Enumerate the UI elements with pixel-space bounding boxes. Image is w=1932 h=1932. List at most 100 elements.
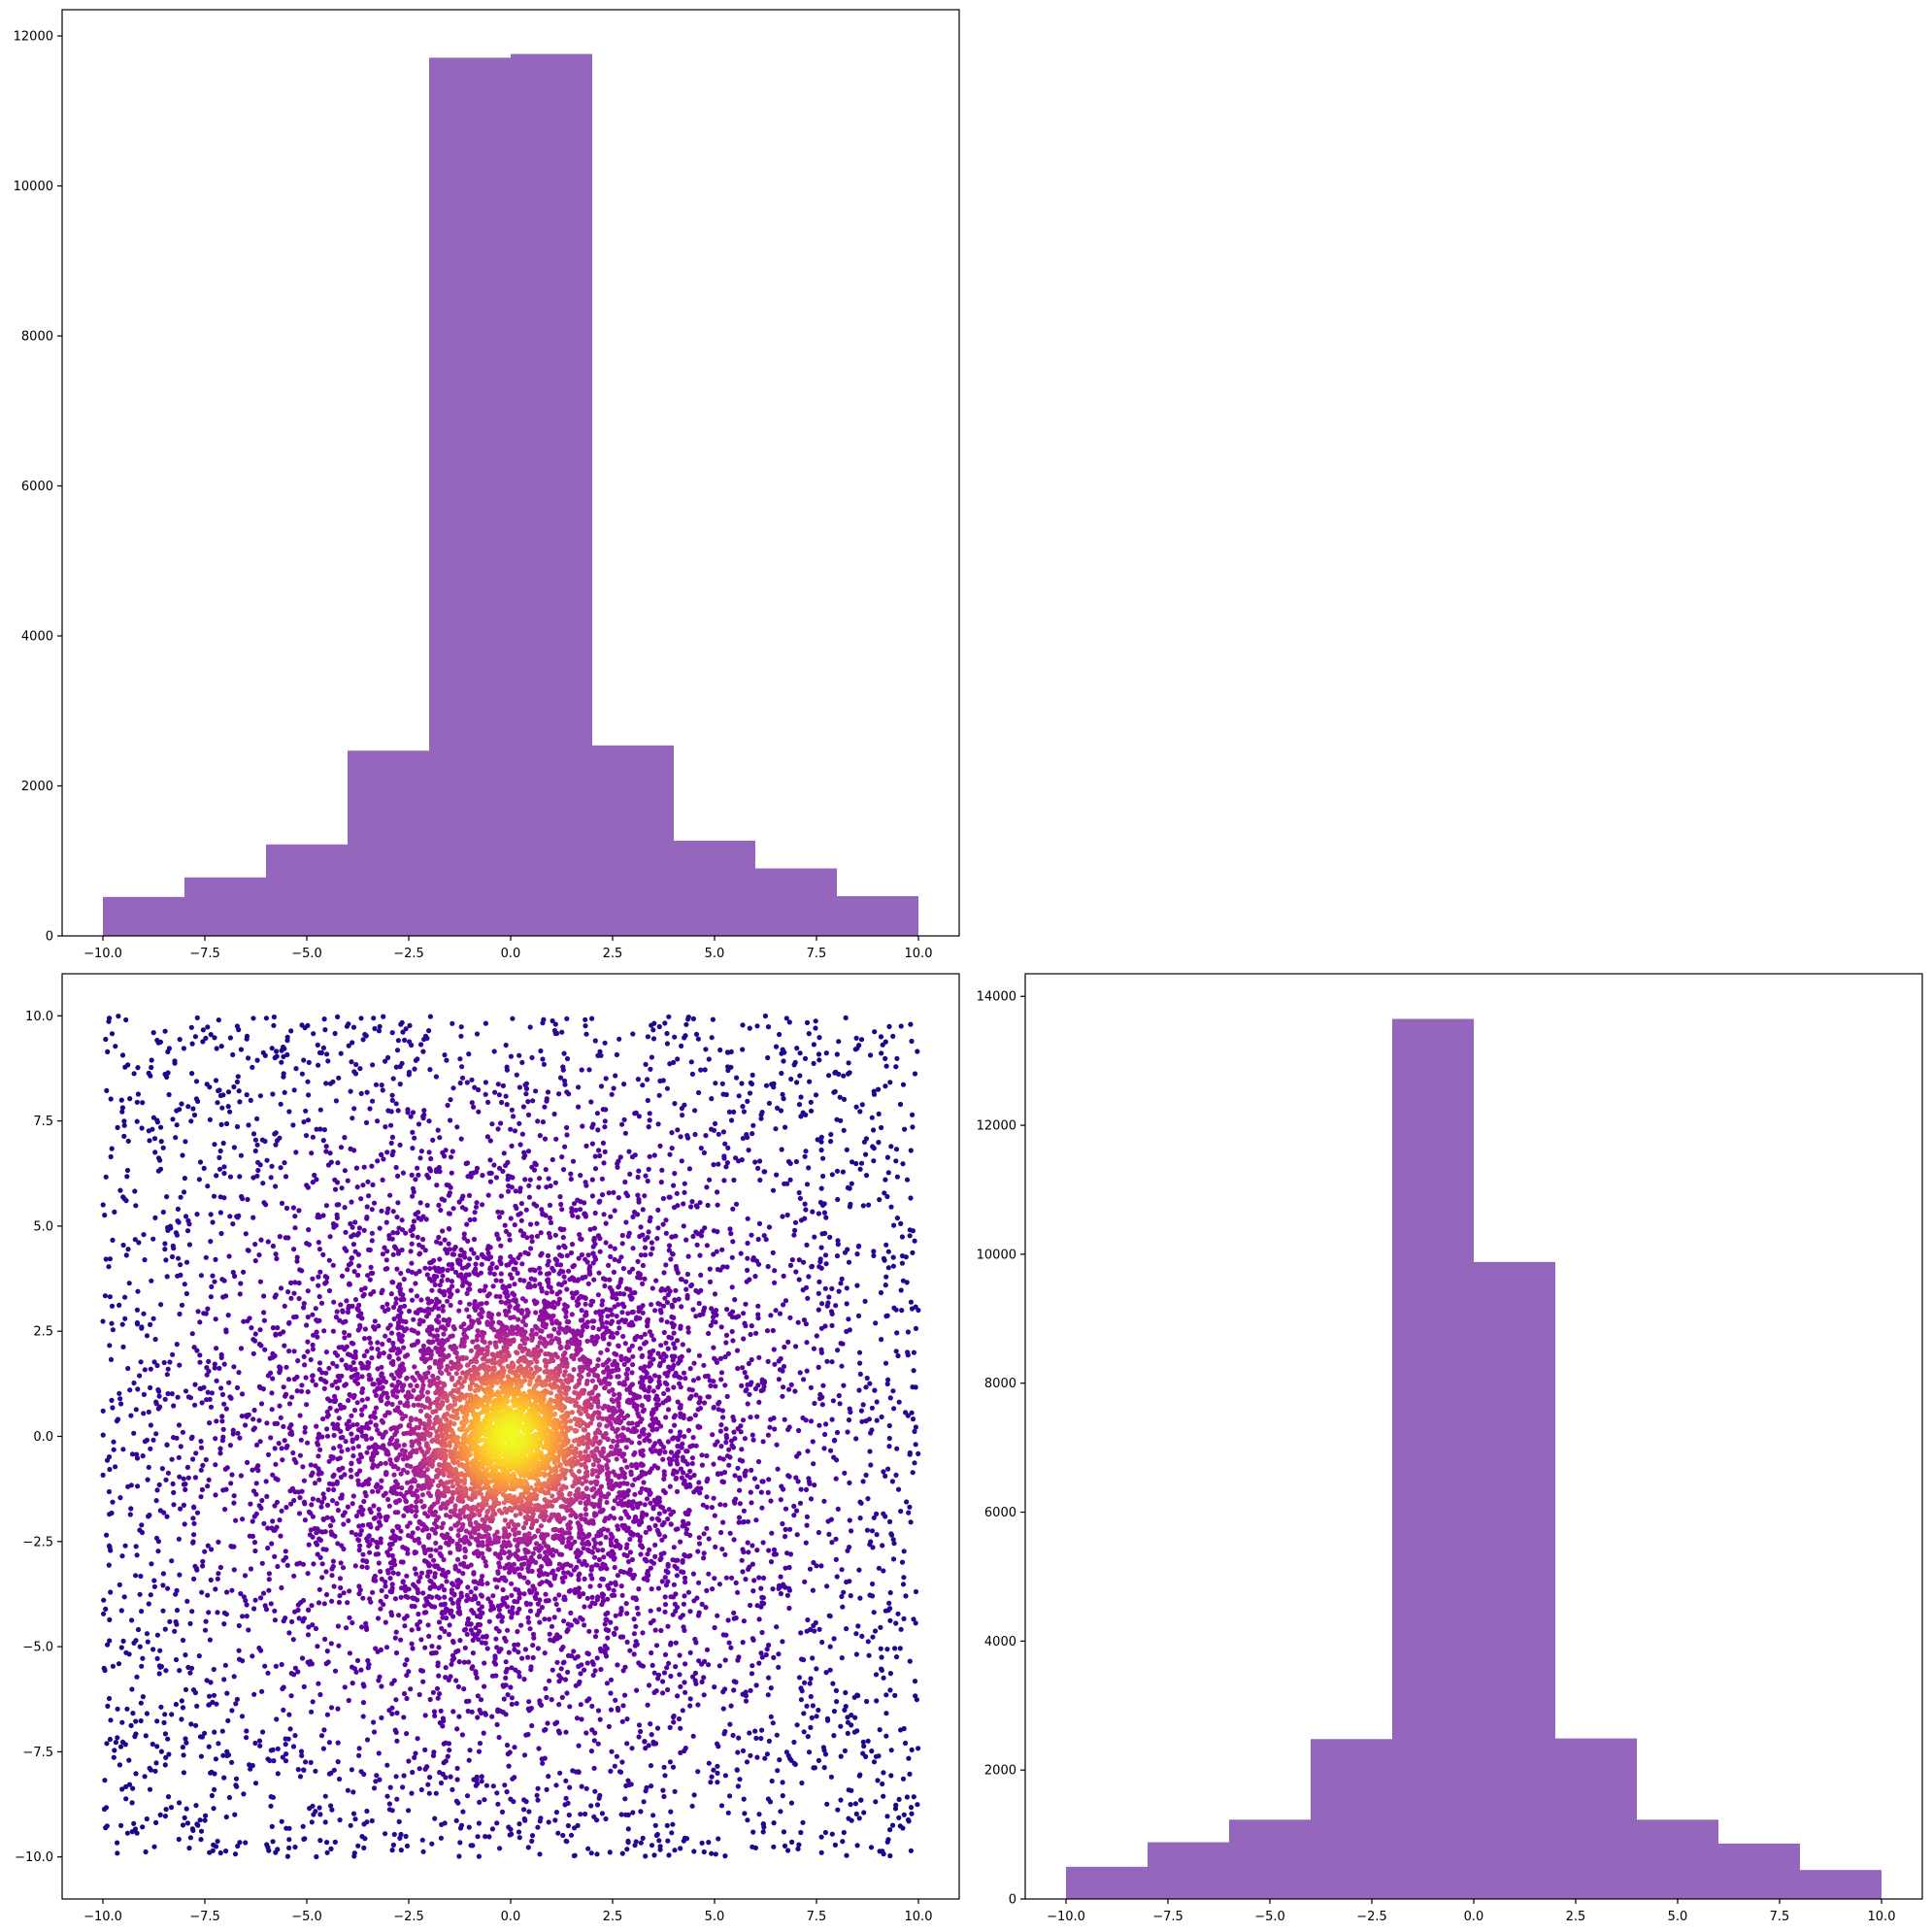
scatter-point: [745, 1540, 750, 1546]
scatter-point: [777, 1311, 783, 1316]
scatter-point: [834, 1116, 840, 1122]
scatter-point: [579, 1067, 584, 1073]
scatter-point: [425, 1622, 431, 1628]
scatter-point: [205, 1543, 211, 1549]
scatter-point: [217, 1450, 223, 1456]
scatter-point: [701, 1531, 707, 1537]
scatter-point: [446, 1631, 452, 1638]
scatter-point: [235, 1074, 241, 1080]
scatter-point: [234, 1123, 241, 1130]
scatter-point: [372, 1025, 378, 1032]
scatter-point: [617, 1568, 624, 1575]
scatter-point: [221, 1775, 227, 1781]
scatter-point: [442, 1601, 448, 1607]
scatter-point: [821, 1210, 828, 1216]
scatter-point: [499, 1809, 506, 1815]
scatter-point: [575, 1822, 581, 1828]
scatter-point: [290, 1637, 296, 1643]
scatter-point: [184, 1820, 190, 1826]
scatter-point: [162, 1712, 168, 1717]
scatter-point: [847, 1204, 853, 1210]
scatter-point: [421, 1036, 427, 1043]
scatter-point: [199, 1589, 205, 1595]
scatter-point: [836, 1392, 842, 1399]
scatter-point: [558, 1201, 564, 1208]
scatter-point: [351, 1106, 357, 1112]
scatter-point: [495, 1707, 501, 1713]
scatter-point: [551, 1615, 557, 1620]
scatter-point: [317, 1126, 323, 1132]
scatter-point: [306, 1092, 312, 1098]
scatter-point: [678, 1466, 684, 1472]
scatter-point: [164, 1274, 170, 1280]
scatter-point: [534, 1233, 541, 1239]
scatter-point: [487, 1157, 493, 1163]
scatter-point: [337, 1776, 343, 1782]
scatter-point: [742, 1811, 748, 1816]
scatter-point: [773, 1044, 780, 1049]
scatter-point: [624, 1611, 630, 1616]
scatter-point: [610, 1294, 616, 1300]
scatter-point: [578, 1207, 583, 1213]
scatter-point: [514, 1701, 519, 1707]
scatter-point: [691, 1598, 697, 1604]
scatter-point: [505, 1692, 511, 1698]
scatter-point: [779, 1147, 784, 1152]
scatter-point: [535, 1785, 541, 1791]
scatter-point: [818, 1185, 824, 1191]
scatter-point: [683, 1286, 689, 1292]
scatter-point: [706, 1662, 712, 1668]
scatter-point: [197, 1319, 203, 1325]
scatter-point: [244, 1602, 250, 1608]
scatter-point: [874, 1532, 880, 1538]
scatter-point: [597, 1792, 603, 1798]
scatter-point: [624, 1193, 631, 1199]
scatter-point: [849, 1159, 855, 1165]
scatter-point: [771, 1547, 778, 1552]
scatter-point: [409, 1260, 415, 1266]
scatter-point: [516, 1835, 522, 1841]
scatter-point: [367, 1596, 373, 1602]
scatter-point: [693, 1031, 700, 1037]
scatter-point: [113, 1464, 118, 1470]
scatter-point: [355, 1272, 361, 1279]
scatter-point: [172, 1060, 178, 1066]
scatter-point: [668, 1640, 674, 1646]
scatter-point: [643, 1173, 649, 1179]
scatter-point: [191, 1532, 197, 1538]
scatter-point: [696, 1400, 702, 1406]
scatter-point: [728, 1703, 734, 1709]
scatter-point: [201, 1384, 207, 1390]
scatter-point: [327, 1150, 333, 1156]
scatter-point: [344, 1298, 350, 1304]
scatter-point: [125, 1138, 131, 1144]
scatter-point: [731, 1498, 737, 1504]
scatter-point: [666, 1660, 672, 1666]
scatter-point: [335, 1385, 341, 1391]
scatter-point: [232, 1812, 238, 1817]
scatter-point: [326, 1257, 332, 1263]
scatter-point: [166, 1091, 172, 1098]
scatter-point: [155, 1549, 161, 1554]
scatter-point: [547, 1616, 552, 1622]
scatter-point: [834, 1168, 841, 1174]
scatter-point: [863, 1472, 869, 1478]
scatter-point: [319, 1434, 325, 1440]
scatter-point: [902, 1126, 908, 1132]
scatter-point: [283, 1549, 288, 1554]
scatter-point: [214, 1046, 219, 1051]
scatter-point: [797, 1195, 804, 1201]
scatter-point: [410, 1129, 416, 1135]
scatter-point: [592, 1634, 599, 1640]
scatter-point: [624, 1741, 630, 1747]
scatter-point: [127, 1387, 133, 1393]
scatter-point: [678, 1325, 683, 1331]
scatter-point: [570, 1264, 576, 1270]
scatter-point: [131, 1430, 137, 1436]
scatter-point: [247, 1316, 252, 1321]
scatter-point: [183, 1806, 189, 1812]
scatter-point: [288, 1028, 294, 1034]
scatter-point: [770, 1249, 776, 1255]
scatter-point: [118, 1608, 124, 1614]
scatter-point: [642, 1193, 648, 1199]
